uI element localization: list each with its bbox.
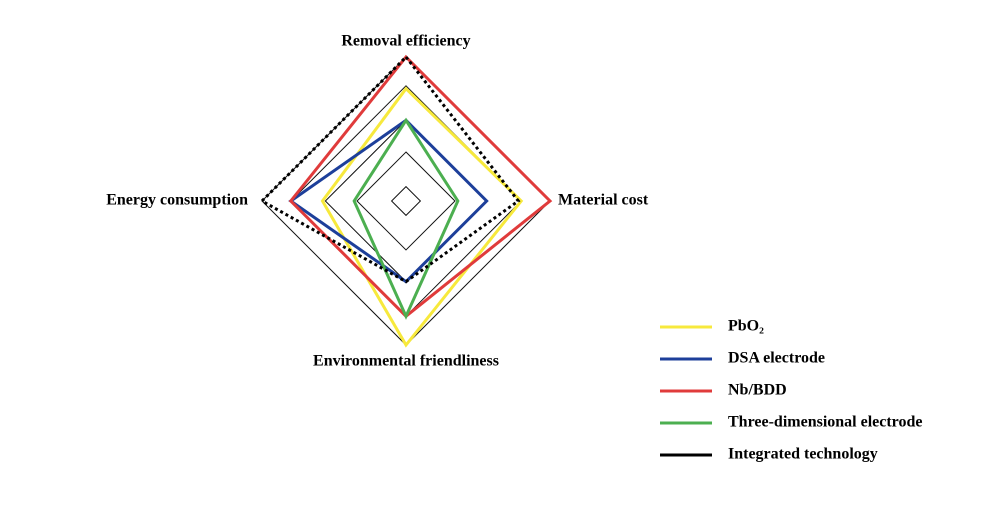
legend-label: DSA electrode (728, 350, 825, 367)
axis-label: Material cost (558, 192, 649, 209)
axis-label: Energy consumption (106, 192, 248, 209)
legend-label: Three-dimensional electrode (728, 414, 923, 431)
series-polygon (288, 54, 553, 319)
grid-ring (356, 151, 456, 251)
axis-label: Removal efficiency (341, 33, 470, 50)
legend-label: Integrated technology (728, 446, 878, 463)
series-polygon (352, 117, 460, 320)
series-polygon (259, 54, 521, 284)
series-polygon (320, 86, 524, 348)
legend-label: PbO₂ (728, 318, 764, 335)
axis-label: Environmental friendliness (313, 353, 499, 370)
legend-label: Nb/BDD (728, 382, 787, 399)
grid-ring (390, 185, 422, 217)
grid-ring (261, 56, 551, 346)
